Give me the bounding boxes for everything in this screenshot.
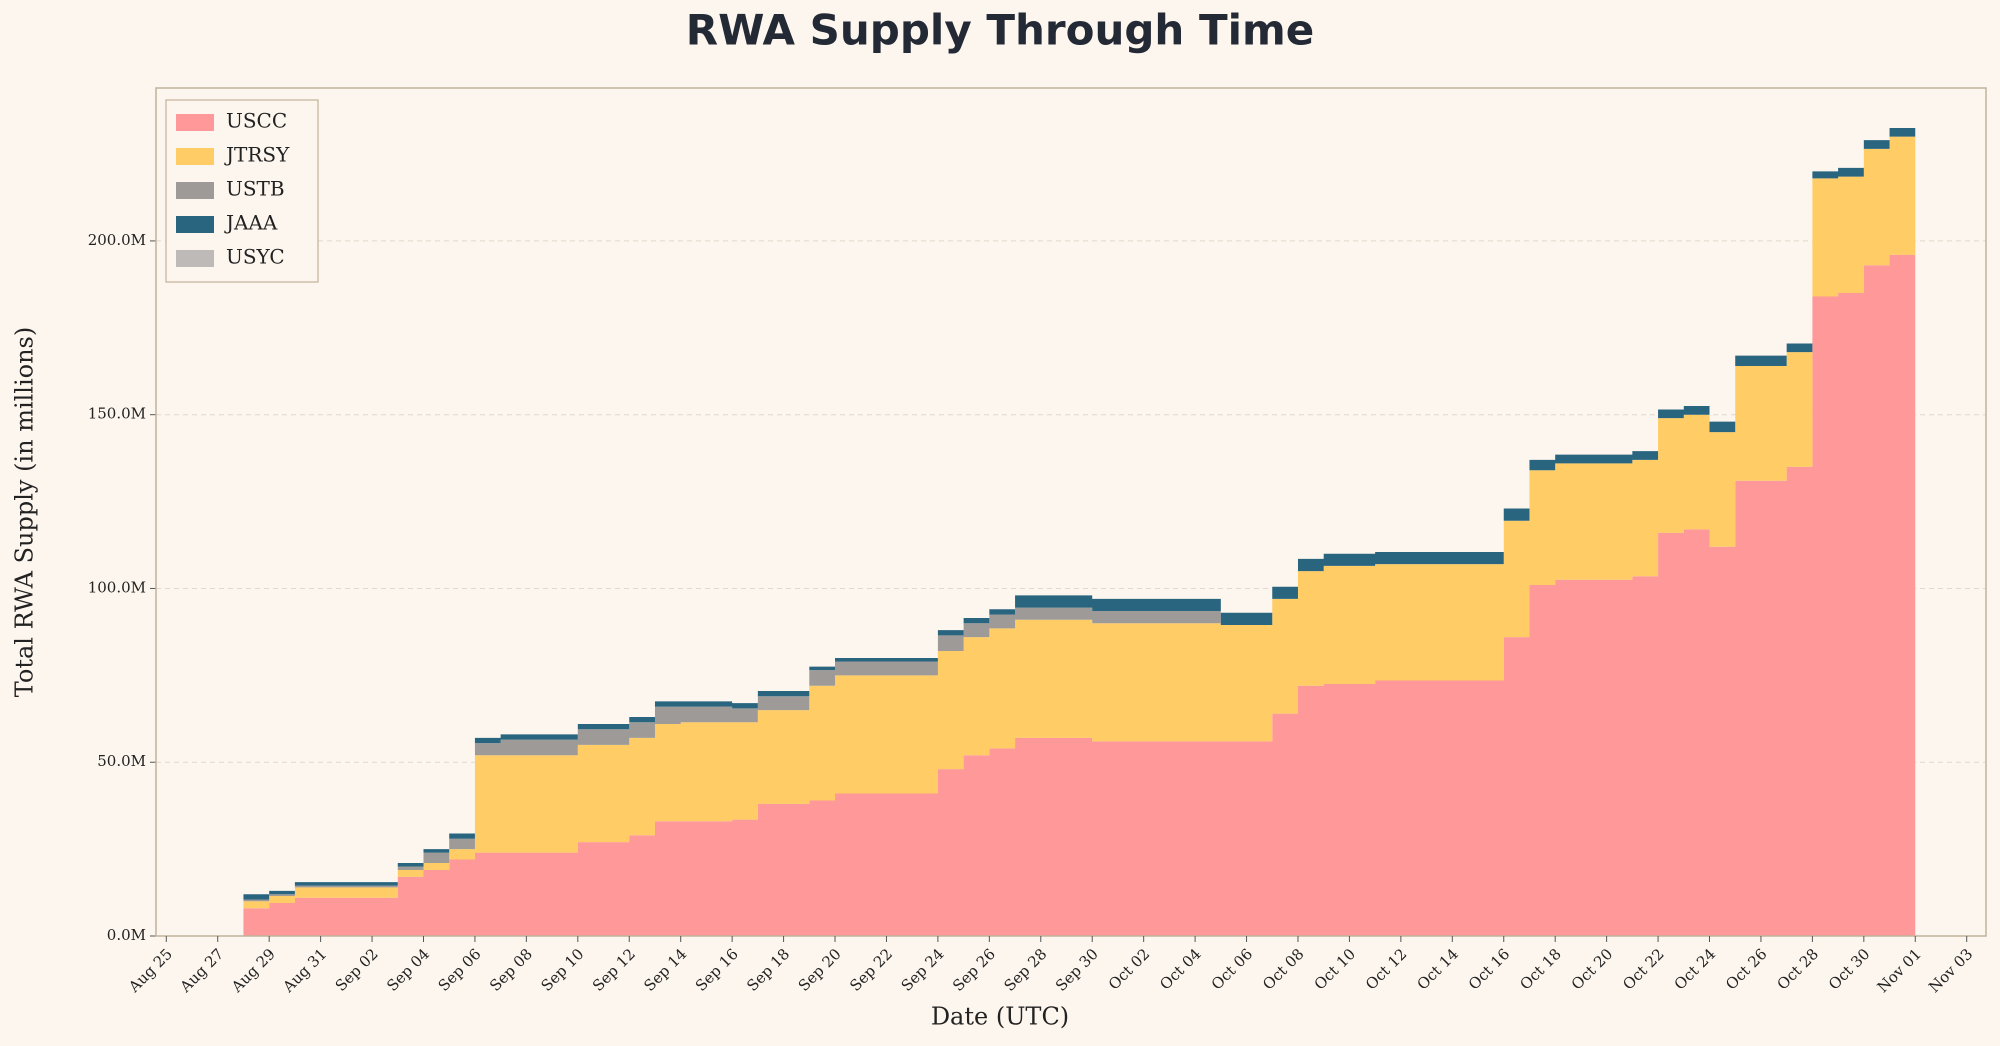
y-tick-label: 150.0M xyxy=(88,405,146,423)
legend-swatch xyxy=(176,182,214,199)
y-tick-label: 200.0M xyxy=(88,231,146,249)
x-axis-label: Date (UTC) xyxy=(931,1003,1069,1031)
area-uscc xyxy=(243,254,1916,936)
y-tick-label: 100.0M xyxy=(88,578,146,596)
legend-label: USCC xyxy=(226,109,287,133)
area-jtrsy xyxy=(243,136,1916,909)
legend-swatch xyxy=(176,250,214,267)
plot-frame xyxy=(155,87,1987,937)
y-tick-label: 0.0M xyxy=(107,926,146,944)
legend-swatch xyxy=(176,148,214,165)
y-axis-label: Total RWA Supply (in millions) xyxy=(11,327,39,698)
legend-swatch xyxy=(176,114,214,131)
area-ustb xyxy=(243,136,1916,902)
area-jaaa xyxy=(243,127,1916,900)
legend-swatch xyxy=(176,216,214,233)
legend-label: USYC xyxy=(226,245,285,269)
chart-title: RWA Supply Through Time xyxy=(686,6,1314,55)
legend-label: JTRSY xyxy=(224,143,290,167)
legend-label: USTB xyxy=(226,177,285,201)
y-tick-label: 50.0M xyxy=(97,752,146,770)
legend-label: JAAA xyxy=(224,211,278,235)
